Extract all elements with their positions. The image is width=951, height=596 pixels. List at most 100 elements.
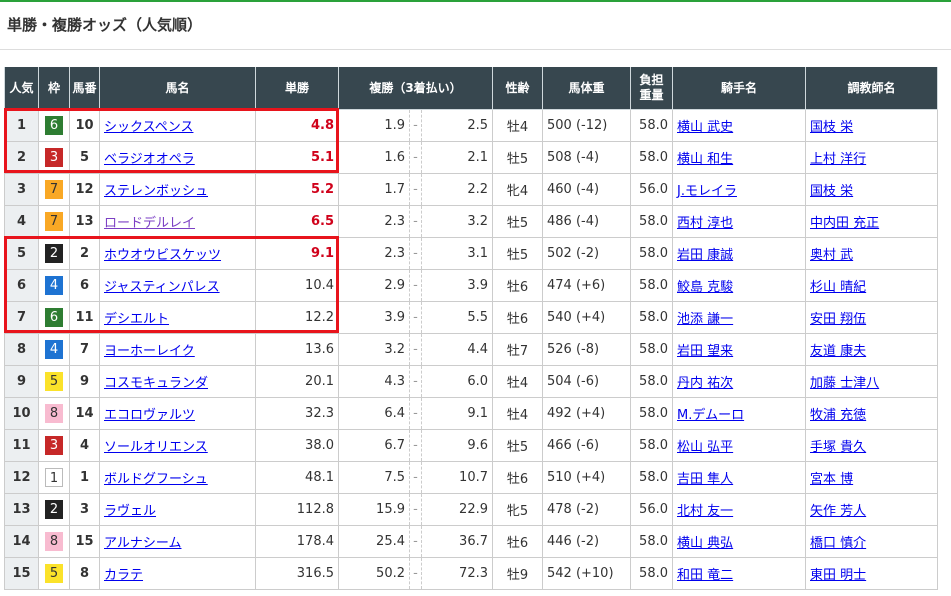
fukusho-max: 9.6 — [421, 429, 493, 462]
trainer-link[interactable]: 牧浦 充徳 — [810, 408, 867, 423]
horse-weight: 508 (-4) — [542, 141, 631, 174]
trainer-link[interactable]: 安田 翔伍 — [810, 312, 867, 327]
horse-weight: 486 (-4) — [542, 205, 631, 238]
fukusho-separator: - — [409, 333, 422, 366]
popularity: 10 — [4, 397, 39, 430]
horse-name-link[interactable]: ラヴェル — [104, 504, 157, 519]
umaban: 7 — [69, 333, 100, 366]
tansho-odds: 5.1 — [255, 141, 339, 174]
tansho-odds: 178.4 — [255, 525, 339, 558]
trainer-link[interactable]: 奥村 武 — [810, 248, 854, 263]
popularity: 6 — [4, 269, 39, 302]
jockey-link[interactable]: M.デムーロ — [677, 408, 745, 423]
horse-name-link[interactable]: ヨーホーレイク — [104, 344, 195, 359]
jockey-link[interactable]: 横山 典弘 — [677, 536, 734, 551]
umaban: 5 — [69, 141, 100, 174]
horse-name-link[interactable]: ロードデルレイ — [104, 216, 196, 231]
horse-weight: 474 (+6) — [542, 269, 631, 302]
horse-name-link[interactable]: ジャスティンパレス — [104, 280, 220, 295]
jockey-cell: 横山 和生 — [672, 141, 806, 174]
horse-name-link[interactable]: ボルドグフーシュ — [104, 472, 208, 487]
umaban: 9 — [69, 365, 100, 398]
horse-name-link[interactable]: ステレンボッシュ — [104, 184, 209, 199]
trainer-link[interactable]: 矢作 芳人 — [810, 504, 867, 519]
jockey-link[interactable]: 吉田 隼人 — [677, 472, 734, 487]
popularity: 9 — [4, 365, 39, 398]
umaban: 14 — [69, 397, 100, 430]
trainer-cell: 橋口 慎介 — [805, 525, 938, 558]
horse-weight: 500 (-12) — [542, 109, 631, 142]
jockey-link[interactable]: 池添 謙一 — [677, 312, 734, 327]
horse-weight: 502 (-2) — [542, 237, 631, 270]
jockey-link[interactable]: 丹内 祐次 — [677, 376, 734, 391]
jockey-cell: 岩田 望来 — [672, 333, 806, 366]
horse-name-link[interactable]: ベラジオオペラ — [104, 152, 195, 167]
jockey-link[interactable]: 横山 和生 — [677, 152, 734, 167]
trainer-link[interactable]: 上村 洋行 — [810, 152, 867, 167]
jockey-cell: 松山 弘平 — [672, 429, 806, 462]
jockey-link[interactable]: 岩田 康誠 — [677, 248, 734, 263]
fukusho-max: 9.1 — [421, 397, 493, 430]
trainer-link[interactable]: 国枝 栄 — [810, 184, 854, 199]
fukusho-min: 15.9 — [338, 493, 410, 526]
tansho-odds: 32.3 — [255, 397, 339, 430]
waku-cell: 5 — [38, 365, 70, 398]
jockey-link[interactable]: 松山 弘平 — [677, 440, 734, 455]
popularity: 13 — [4, 493, 39, 526]
horse-name-link[interactable]: アルナシーム — [104, 536, 182, 551]
table-row: 8 4 7 ヨーホーレイク 13.6 3.2-4.4 牡7 526 (-8) 58.0 岩田 望来… — [4, 333, 938, 366]
jockey-link[interactable]: J.モレイラ — [677, 184, 737, 199]
horse-name-link[interactable]: ソールオリエンス — [104, 440, 208, 455]
header-tansho: 単勝 — [255, 67, 339, 110]
sex-age: 牡7 — [492, 333, 543, 366]
horse-name-link[interactable]: カラテ — [104, 568, 144, 583]
horse-name-link[interactable]: デシエルト — [104, 312, 170, 327]
trainer-link[interactable]: 手塚 貴久 — [810, 440, 867, 455]
fukusho-max: 2.5 — [421, 109, 493, 142]
waku-cell: 8 — [38, 525, 70, 558]
horse-weight: 460 (-4) — [542, 173, 631, 206]
horse-name-link[interactable]: シックスペンス — [104, 120, 194, 135]
jockey-link[interactable]: 和田 竜二 — [677, 568, 734, 583]
table-row: 4 7 13 ロードデルレイ 6.5 2.3-3.2 牡5 486 (-4) 58.0 西村 淳也… — [4, 205, 938, 238]
jockey-link[interactable]: 横山 武史 — [677, 120, 734, 135]
jockey-cell: 池添 謙一 — [672, 301, 806, 334]
trainer-link[interactable]: 中内田 充正 — [810, 216, 880, 231]
trainer-link[interactable]: 橋口 慎介 — [810, 536, 867, 551]
horse-name-link[interactable]: コスモキュランダ — [104, 376, 209, 391]
popularity: 8 — [4, 333, 39, 366]
trainer-link[interactable]: 友道 康夫 — [810, 344, 867, 359]
trainer-link[interactable]: 杉山 晴紀 — [810, 280, 867, 295]
jockey-link[interactable]: 鮫島 克駿 — [677, 280, 734, 295]
jockey-link[interactable]: 西村 淳也 — [677, 216, 734, 231]
trainer-cell: 牧浦 充徳 — [805, 397, 938, 430]
umaban: 12 — [69, 173, 100, 206]
waku-cell: 7 — [38, 173, 70, 206]
sex-age: 牝5 — [492, 493, 543, 526]
fukusho-min: 3.2 — [338, 333, 410, 366]
jockey-link[interactable]: 北村 友一 — [677, 504, 734, 519]
horse-name-link[interactable]: ホウオウビスケッツ — [104, 248, 222, 263]
fukusho-max: 5.5 — [421, 301, 493, 334]
trainer-link[interactable]: 宮本 博 — [810, 472, 854, 487]
tansho-odds: 112.8 — [255, 493, 339, 526]
sex-age: 牡4 — [492, 397, 543, 430]
burden-weight: 56.0 — [630, 173, 673, 206]
horse-name-link[interactable]: エコロヴァルツ — [104, 408, 196, 423]
header-burden-line1: 負担 — [639, 73, 664, 87]
burden-weight: 58.0 — [630, 237, 673, 270]
fukusho-min: 7.5 — [338, 461, 410, 494]
fukusho-min: 2.3 — [338, 205, 410, 238]
tansho-odds: 5.2 — [255, 173, 339, 206]
waku-cell: 2 — [38, 493, 70, 526]
fukusho-min: 2.3 — [338, 237, 410, 270]
jockey-link[interactable]: 岩田 望来 — [677, 344, 734, 359]
trainer-link[interactable]: 加藤 士津八 — [810, 376, 880, 391]
tansho-odds: 12.2 — [255, 301, 339, 334]
waku-badge: 1 — [45, 468, 63, 487]
fukusho-max: 6.0 — [421, 365, 493, 398]
trainer-link[interactable]: 東田 明士 — [810, 568, 867, 583]
trainer-link[interactable]: 国枝 栄 — [810, 120, 854, 135]
umaban: 2 — [69, 237, 100, 270]
sex-age: 牡5 — [492, 205, 543, 238]
